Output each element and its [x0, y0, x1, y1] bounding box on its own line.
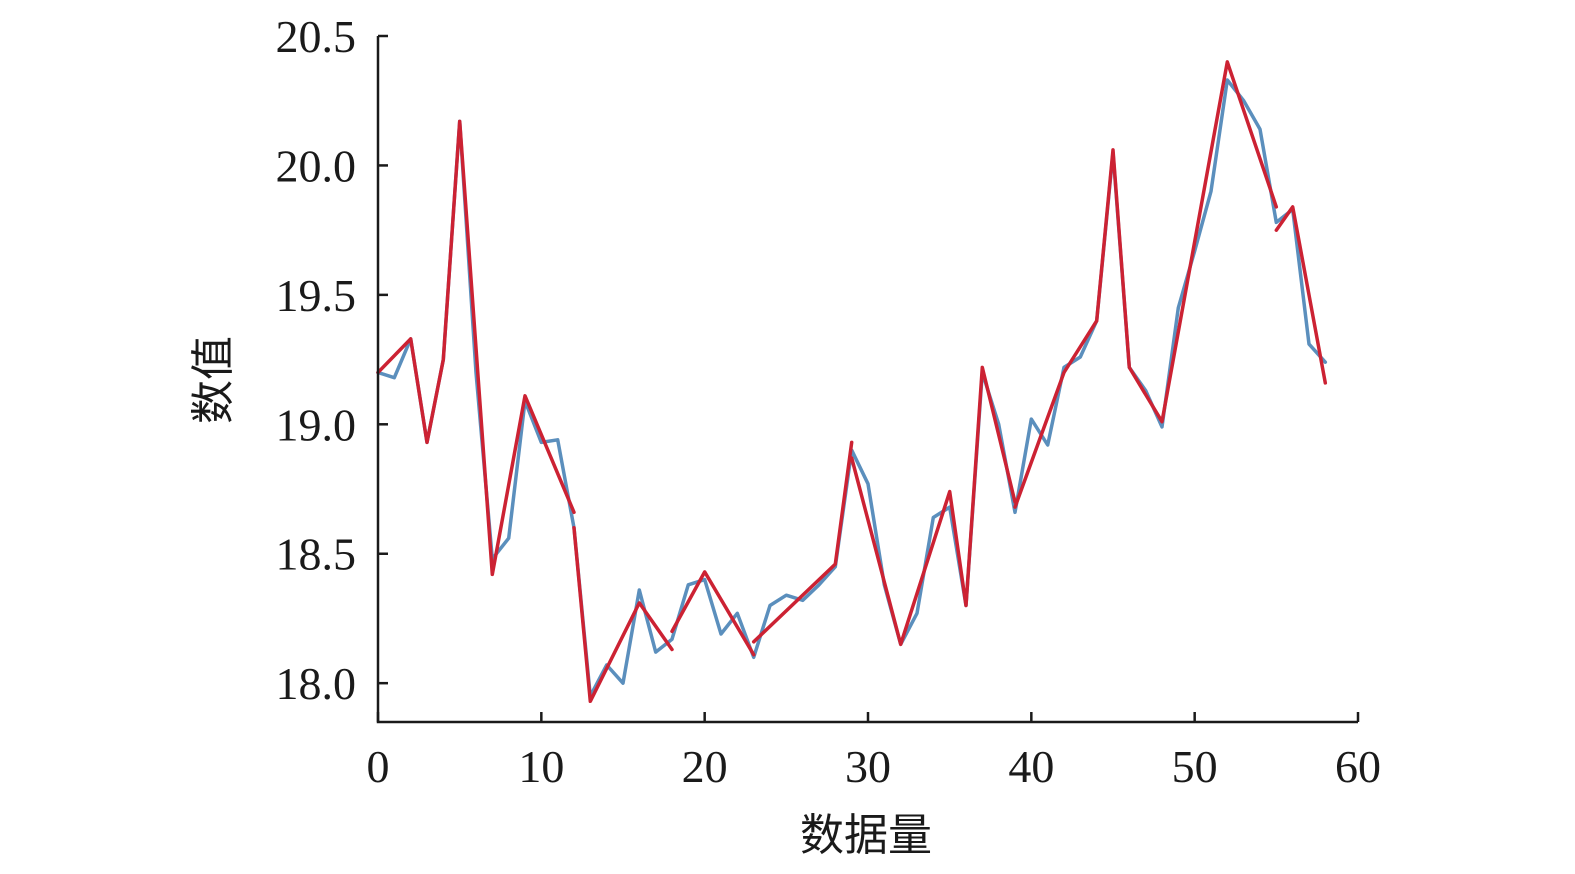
axis-frame [376, 36, 1358, 724]
x-tick-label: 0 [367, 741, 390, 792]
y-tick-label: 19.5 [276, 270, 357, 321]
x-axis-title: 数据量 [800, 810, 932, 861]
series-segment-red [1274, 205, 1328, 385]
series-segment-red [670, 570, 756, 657]
tick-labels: 0 10 20 30 40 50 60 18.0 18.5 19.0 19.5 20.0 20.5 [276, 11, 1382, 792]
y-axis-title: 数值 [188, 336, 239, 424]
series-segment-red [376, 119, 576, 577]
x-tick-label: 50 [1172, 741, 1218, 792]
series-segment-red [572, 526, 674, 704]
series-line-blue [376, 78, 1328, 698]
y-tick-label: 19.0 [276, 399, 357, 450]
series-segment-red [751, 440, 854, 644]
x-tick-label: 20 [682, 741, 728, 792]
series-layer [376, 60, 1328, 704]
tick-marks [376, 34, 1360, 722]
x-tick-label: 40 [1008, 741, 1054, 792]
y-tick-label: 18.0 [276, 658, 357, 709]
x-tick-label: 10 [518, 741, 564, 792]
x-tick-label: 60 [1335, 741, 1381, 792]
axes [376, 36, 1358, 724]
y-tick-label: 20.0 [276, 140, 357, 191]
series-segment-red [849, 365, 1017, 647]
y-tick-label: 18.5 [276, 529, 357, 580]
x-tick-label: 30 [845, 741, 891, 792]
y-tick-label: 20.5 [276, 11, 357, 62]
series-segment-red [1013, 60, 1279, 509]
